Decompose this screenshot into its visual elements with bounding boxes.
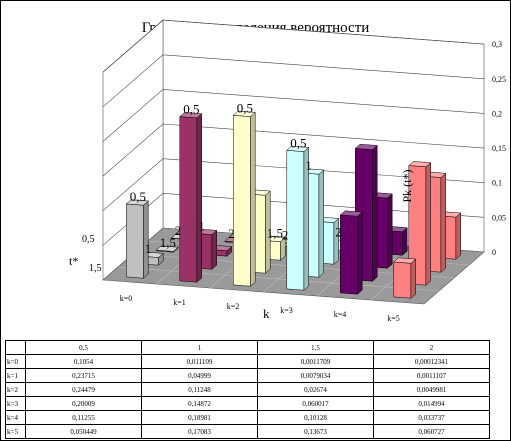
table-header-row: 0,5 1 1,5 2	[5, 340, 490, 355]
table-cell: 0,18981	[141, 410, 258, 425]
table-row-header: k=2	[5, 382, 26, 397]
bar	[354, 143, 378, 282]
table-cell: 0,050449	[25, 424, 142, 439]
table-cell: 0,00012341	[373, 354, 490, 369]
bar	[125, 199, 149, 279]
table-cell: 0,0011709	[257, 354, 374, 369]
z-tick-label: 0,25	[492, 75, 506, 84]
bar	[393, 257, 417, 299]
table-cell: 0,011109	[141, 354, 258, 369]
bar	[232, 110, 256, 287]
data-table: 0,5 1 1,5 2 k=0 0,1054 0,011109 0,0011709 0,000…	[5, 340, 490, 439]
table-cell: 0,17083	[141, 424, 258, 439]
table-cell: 0,20009	[25, 396, 142, 411]
z-tick-label: 0,05	[492, 213, 506, 222]
bar-label: 0,5	[183, 102, 199, 117]
table-row-header: k=1	[5, 368, 26, 383]
z-tick-label: 0,2	[492, 109, 502, 118]
bar	[179, 112, 203, 283]
floor-gridline	[117, 266, 440, 292]
table-cell: 0,0049981	[373, 382, 490, 397]
z-tick-label: 0	[492, 248, 496, 257]
table-cell: 0,14872	[141, 396, 258, 411]
bar-label: 1	[198, 218, 205, 233]
z-tick-label: 0,15	[492, 144, 506, 153]
bar	[155, 245, 179, 253]
table-cell: 0,11255	[25, 410, 142, 425]
table-row-header: k=4	[5, 410, 26, 425]
table-row: k=4 0,11255 0,18981 0,10128 0,033737	[5, 410, 490, 425]
z-axis-label: Pk (t*)	[400, 169, 414, 202]
table-cell: 0,060727	[373, 424, 490, 439]
table-cell: 0,02674	[257, 382, 374, 397]
bar-label: 2	[175, 223, 182, 238]
table-cell: 0,0011107	[373, 368, 490, 383]
category-label: k=3	[280, 306, 293, 315]
bar	[408, 161, 432, 286]
table-cell: 0,1054	[25, 354, 142, 369]
depth-axis-label: t*	[69, 254, 78, 268]
bar	[286, 145, 310, 291]
table-cell: 0,13673	[257, 424, 374, 439]
table-row: k=2 0,24479 0,11248 0,02674 0,0049981	[5, 382, 490, 397]
z-tick-label: 0,1	[492, 179, 502, 188]
table-row-header: k=3	[5, 396, 26, 411]
table-corner-cell	[5, 340, 26, 355]
table-column-header: 2	[373, 340, 490, 355]
category-label: k=1	[173, 298, 186, 307]
table-row: k=5 0,050449 0,17083 0,13673 0,060727	[5, 424, 490, 439]
gridline	[102, 123, 485, 177]
bar-label: 0,5	[290, 135, 306, 150]
z-tick-label: 0,3	[492, 40, 502, 49]
table-column-header: 1,5	[257, 340, 374, 355]
bar-label: 1,5	[267, 225, 283, 240]
table-column-header: 0,5	[25, 340, 142, 355]
table-cell: 0,24479	[25, 382, 142, 397]
bar-label: 0,5	[237, 100, 253, 115]
bar-label: 0,5	[130, 189, 146, 204]
category-label: k=2	[227, 302, 240, 311]
bar-label: 1	[145, 241, 152, 256]
table-cell: 0,014994	[373, 396, 490, 411]
bar-label: 1	[305, 158, 312, 173]
bar-label: 2	[228, 226, 235, 241]
gridline	[102, 19, 485, 73]
table-column-header: 1	[141, 340, 258, 355]
gridline	[102, 89, 485, 142]
table-cell: 0,060017	[257, 396, 374, 411]
bar-label: 1,5	[160, 235, 176, 250]
gridline	[102, 54, 485, 108]
table-cell: 0,04999	[141, 368, 258, 383]
depth-tick-label: 0,5	[82, 234, 95, 245]
x-axis-label: k	[263, 306, 270, 321]
table-row-header: k=0	[5, 354, 26, 369]
category-label: k=0	[120, 294, 133, 303]
table-cell: 0,23715	[25, 368, 142, 383]
table-row: k=3 0,20009 0,14872 0,060017 0,014994	[5, 396, 490, 411]
table-row: k=1 0,23715 0,04999 0,0079034 0,0011107	[5, 368, 490, 383]
depth-tick-label: 1,5	[89, 263, 102, 274]
category-label: k=4	[334, 310, 347, 319]
table-cell: 0,11248	[141, 382, 258, 397]
table-cell: 0,10128	[257, 410, 374, 425]
table-cell: 0,0079034	[257, 368, 374, 383]
bar	[339, 210, 363, 295]
table-row: k=0 0,1054 0,011109 0,0011709 0,00012341	[5, 354, 490, 369]
bar-label: 2	[282, 227, 289, 242]
bar-label: 2	[335, 225, 342, 240]
table-cell: 0,033737	[373, 410, 490, 425]
category-label: k=5	[387, 314, 400, 323]
table-row-header: k=5	[5, 424, 26, 439]
